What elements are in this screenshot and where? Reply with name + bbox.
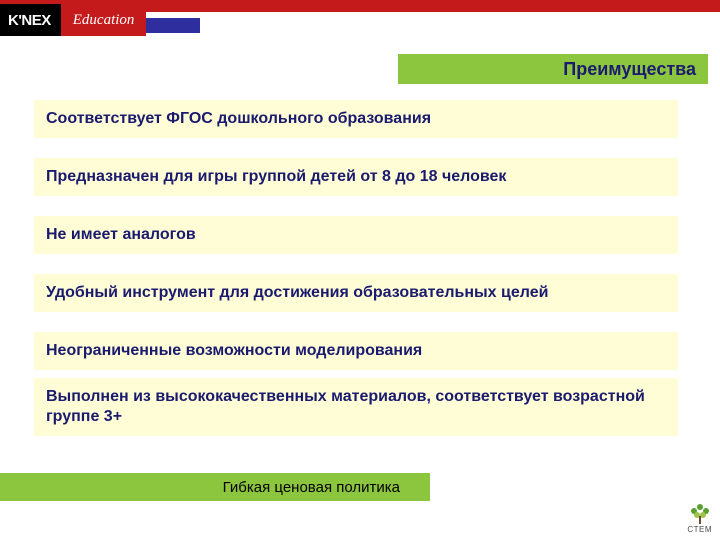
benefit-item: Не имеет аналогов bbox=[34, 216, 678, 254]
benefit-item: Соответствует ФГОС дошкольного образован… bbox=[34, 100, 678, 138]
stem-label: CTEM bbox=[687, 525, 712, 534]
benefit-item: Выполнен из высококачественных материало… bbox=[34, 378, 678, 436]
footer-bar: Гибкая ценовая политика bbox=[0, 473, 430, 501]
benefit-text: Выполнен из высококачественных материало… bbox=[46, 388, 645, 425]
brand-education: Education bbox=[61, 4, 147, 36]
tree-icon bbox=[689, 502, 711, 524]
footer-text: Гибкая ценовая политика bbox=[223, 479, 400, 496]
benefit-item: Предназначен для игры группой детей от 8… bbox=[34, 158, 678, 196]
stem-logo: CTEM bbox=[687, 502, 712, 534]
benefit-text: Предназначен для игры группой детей от 8… bbox=[46, 168, 506, 185]
brand-education-text: Education bbox=[73, 12, 135, 29]
title-text: Преимущества bbox=[563, 59, 696, 80]
benefit-item: Удобный инструмент для достижения образо… bbox=[34, 274, 678, 312]
brand-logo-text: K'NEX bbox=[8, 12, 51, 29]
benefit-item: Неограниченные возможности моделирования bbox=[34, 332, 678, 370]
title-bar: Преимущества bbox=[398, 54, 708, 84]
benefit-text: Соответствует ФГОС дошкольного образован… bbox=[46, 110, 431, 127]
brand-block: K'NEX Education bbox=[0, 4, 146, 36]
benefit-text: Удобный инструмент для достижения образо… bbox=[46, 284, 548, 301]
brand-logo: K'NEX bbox=[0, 4, 61, 36]
benefit-text: Не имеет аналогов bbox=[46, 226, 196, 243]
benefits-list: Соответствует ФГОС дошкольного образован… bbox=[34, 100, 678, 456]
benefit-text: Неограниченные возможности моделирования bbox=[46, 342, 422, 359]
